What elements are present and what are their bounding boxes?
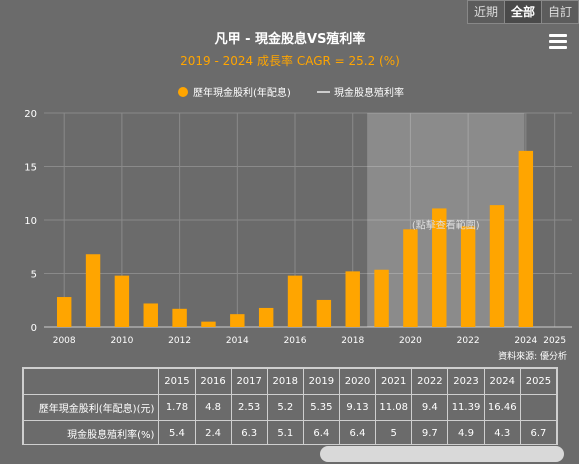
table-cell: 5.4 [158,420,196,444]
bar-2015[interactable] [258,307,274,327]
data-table-grid: 2015 2016 2017 2018 2019 2020 2021 2022 2023 2024… [23,368,557,444]
table-year-header: 2017 [230,368,268,395]
table-scrollbar[interactable] [320,446,564,462]
table-cell: 4.9 [447,420,485,444]
table-cell: 11.08 [375,394,413,421]
table-cell: 6.7 [519,420,557,444]
x-tick-label: 2010 [110,336,133,346]
bar-2013[interactable] [201,321,216,327]
table-row-dividend: 歷年現金股利(年配息)(元) 1.78 4.8 2.53 5.2 5.35 9.13 11.… [23,394,557,421]
table-cell: 5.1 [266,420,304,444]
table-cell: 1.78 [158,394,196,421]
table-row-label: 歷年現金股利(年配息)(元) [23,394,160,421]
bar-2020[interactable] [403,229,418,327]
x-tick-label: 2016 [284,336,307,346]
y-tick-label: 10 [24,216,37,227]
table-year-header: 2015 [158,368,196,395]
table-cell: 2.4 [194,420,232,444]
tab-custom[interactable]: 自訂 [540,0,579,24]
bar-2022[interactable] [460,226,476,327]
bar-2014[interactable] [230,314,245,327]
table-cell: 9.4 [411,394,449,421]
legend: 歷年現金股利(年配息) 現金股息殖利率 [178,86,404,99]
bar-2016[interactable] [287,275,303,327]
table-cell: 6.4 [302,420,340,444]
table-year-header: 2024 [483,368,521,395]
table-corner [23,368,160,395]
bar-2023[interactable] [489,205,505,327]
bar-2010[interactable] [114,275,130,327]
bars [56,150,534,327]
y-axis: 0 5 10 15 20 [24,109,37,334]
x-tick-label: 2014 [226,336,249,346]
table-cell: 9.13 [338,394,377,421]
highlight-label: (點擊查看範圍) [412,219,480,232]
tab-recent[interactable]: 近期 [466,0,505,24]
tab-all[interactable]: 全部 [503,0,542,24]
table-cell: 5.2 [266,394,304,421]
y-tick-label: 20 [24,109,37,120]
y-tick-label: 15 [24,163,37,174]
x-tick-label: 2022 [457,336,480,346]
table-row-yield: 現金股息殖利率(%) 5.4 2.4 6.3 5.1 6.4 6.4 5 9.7 4.9 4.3 6… [23,420,557,444]
x-tick-label: 2024 [514,336,537,346]
chart-title: 凡甲 - 現金股息VS殖利率 [215,31,366,47]
x-tick-label: 2008 [53,336,76,346]
table-year-header: 2016 [194,368,232,395]
table-cell: 5 [375,420,413,444]
table-year-header: 2018 [266,368,304,395]
bar-2017[interactable] [316,299,332,327]
table-year-header: 2020 [338,368,377,395]
source-note: 資料來源: 優分析 [498,352,567,362]
table-cell: 5.35 [302,394,340,421]
y-tick-label: 5 [31,270,37,281]
table-cell: 4.8 [194,394,232,421]
table-header-row: 2015 2016 2017 2018 2019 2020 2021 2022 2023 2024… [23,368,557,395]
bar-2018[interactable] [345,271,360,327]
menu-icon[interactable] [549,34,567,50]
data-table: 2015 2016 2017 2018 2019 2020 2021 2022 2023 2024… [22,367,558,445]
table-year-header: 2021 [375,368,413,395]
bar-2009[interactable] [85,254,101,327]
x-tick-label: 2012 [168,336,191,346]
table-cell: 9.7 [411,420,449,444]
bar-2008[interactable] [56,297,72,327]
table-year-header: 2025 [519,368,557,395]
table-cell: 6.3 [230,420,268,444]
y-tick-label: 0 [31,323,37,334]
table-year-header: 2019 [302,368,340,395]
table-cell [519,394,557,421]
table-cell: 11.39 [447,394,485,421]
table-cell: 16.46 [483,394,521,421]
table-cell: 4.3 [483,420,521,444]
table-cell: 6.4 [338,420,377,444]
table-year-header: 2023 [447,368,485,395]
legend-line-label[interactable]: 現金股息殖利率 [334,86,404,99]
x-tick-label: 2020 [399,336,422,346]
table-row-label: 現金股息殖利率(%) [23,420,160,444]
legend-bar-label[interactable]: 歷年現金股利(年配息) [193,86,291,99]
x-tick-label: 2018 [341,336,364,346]
range-tabs: 近期 全部 自訂 [466,0,579,24]
bar-2012[interactable] [172,308,187,327]
bar-2011[interactable] [143,303,158,327]
bar-2021[interactable] [432,208,447,327]
table-cell: 2.53 [230,394,268,421]
bar-2024[interactable] [518,150,534,327]
bar-2019[interactable] [374,269,389,327]
legend-bar-marker [178,87,188,97]
chart-subtitle: 2019 - 2024 成長率 CAGR = 25.2 (%) [180,53,400,68]
x-axis: 2008 2010 2012 2014 2016 2018 2020 2022 2024 2025 [53,336,566,346]
table-year-header: 2022 [411,368,449,395]
x-tick-label: 2025 [543,336,566,346]
dividend-chart: 凡甲 - 現金股息VS殖利率 2019 - 2024 成長率 CAGR = 25… [24,31,572,346]
